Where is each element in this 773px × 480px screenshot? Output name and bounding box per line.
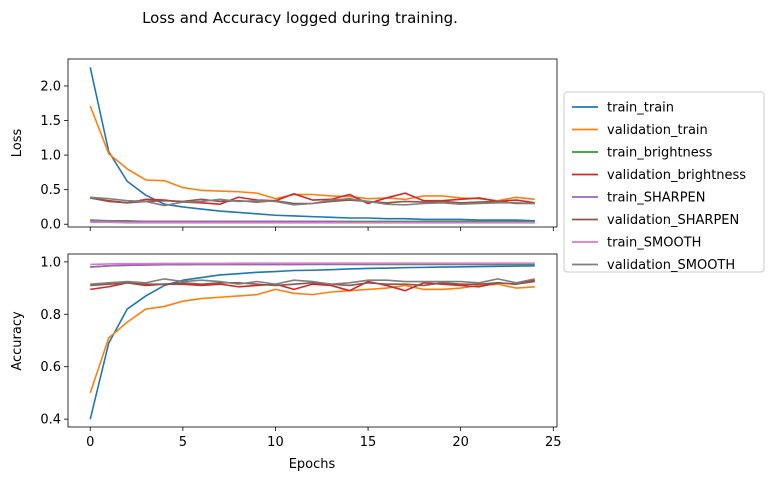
legend-label-validation_SMOOTH: validation_SMOOTH [607, 258, 735, 273]
legend: train_train validation_train train_brightn… [563, 91, 765, 273]
accuracy-line-validation_train [89, 283, 535, 394]
legend-label-validation_SHARPEN: validation_SHARPEN [607, 213, 739, 228]
x-tick-label: 10 [267, 435, 284, 450]
accuracy-line-validation_SHARPEN [90, 280, 535, 287]
x-tick-label: 20 [452, 435, 469, 450]
accuracy-line-validation_SMOOTH [90, 278, 535, 285]
loss-line-train_train [89, 67, 535, 222]
chart-title: Loss and Accuracy logged during training… [142, 9, 458, 27]
accuracy-subplot: 0.4 0.6 0.8 1.0 0 5 10 15 20 25 Accuracy Epochs [10, 253, 562, 472]
loss-y-tick-label: 0.5 [40, 183, 61, 198]
loss-series-lines [89, 67, 535, 224]
legend-label-train_SHARPEN: train_SHARPEN [607, 191, 706, 206]
x-tick-label: 5 [179, 435, 187, 450]
loss-y-axis-label: Loss [10, 129, 25, 158]
accuracy-axes-frame [67, 253, 558, 428]
legend-label-validation_brightness: validation_brightness [607, 168, 746, 183]
loss-y-tick-label: 1.5 [40, 114, 61, 129]
x-tick-label: 25 [545, 435, 562, 450]
loss-y-tick-label: 1.0 [40, 149, 61, 164]
legend-label-train_brightness: train_brightness [607, 146, 713, 161]
loss-line-train_SMOOTH [90, 221, 535, 224]
loss-y-tick-label: 0.0 [40, 218, 61, 233]
accuracy-series-lines [89, 262, 535, 420]
x-axis-label: Epochs [289, 457, 336, 472]
loss-y-tick-label: 2.0 [40, 79, 61, 94]
loss-line-validation_SMOOTH [90, 196, 535, 207]
accuracy-y-tick-label: 0.6 [40, 360, 61, 375]
accuracy-line-train_train [89, 265, 535, 420]
accuracy-y-tick-label: 0.8 [40, 308, 61, 323]
accuracy-y-tick-label: 1.0 [40, 255, 61, 270]
accuracy-x-ticks: 0 5 10 15 20 25 [86, 427, 562, 450]
loss-line-validation_train [89, 105, 535, 202]
x-tick-label: 15 [360, 435, 377, 450]
accuracy-y-axis-label: Accuracy [10, 311, 25, 371]
legend-label-train_SMOOTH: train_SMOOTH [607, 236, 701, 251]
legend-label-validation_train: validation_train [607, 123, 708, 138]
loss-y-ticks: 0.0 0.5 1.0 1.5 2.0 [40, 79, 68, 233]
loss-axes-frame [67, 58, 558, 228]
loss-subplot: 0.0 0.5 1.0 1.5 2.0 Loss [10, 58, 558, 233]
legend-label-train_train: train_train [607, 101, 674, 116]
accuracy-y-ticks: 0.4 0.6 0.8 1.0 [40, 255, 68, 428]
loss-x-ticks [89, 227, 554, 231]
x-tick-label: 0 [86, 435, 94, 450]
legend-box [563, 91, 765, 273]
accuracy-y-tick-label: 0.4 [40, 413, 61, 428]
accuracy-line-train_SMOOTH [90, 262, 535, 266]
